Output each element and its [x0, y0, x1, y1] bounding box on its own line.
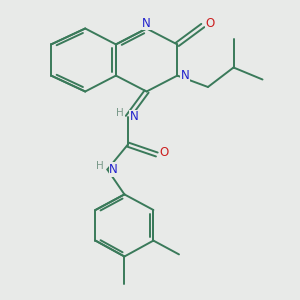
- Text: N: N: [130, 110, 138, 124]
- Text: O: O: [160, 146, 169, 159]
- Text: N: N: [180, 69, 189, 82]
- Text: H: H: [96, 161, 104, 171]
- Text: H: H: [116, 108, 124, 118]
- Text: N: N: [109, 163, 118, 176]
- Text: O: O: [206, 16, 215, 30]
- Text: N: N: [142, 16, 151, 30]
